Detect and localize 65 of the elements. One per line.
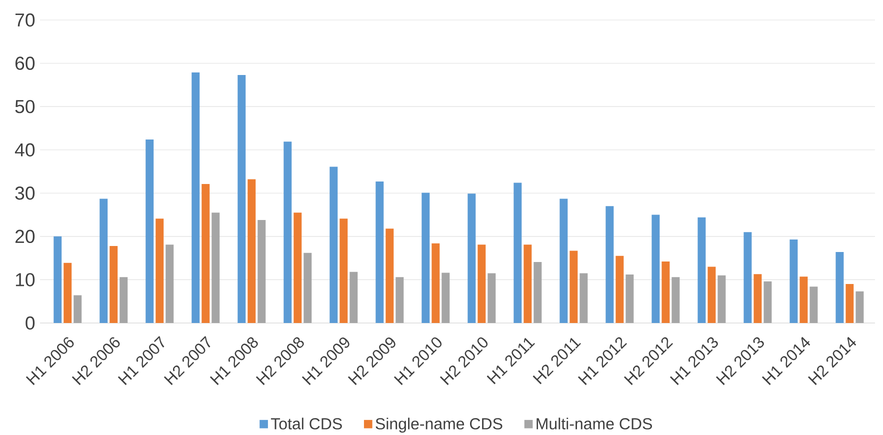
y-tick-label: 0	[26, 316, 35, 330]
bar	[856, 291, 864, 323]
bar	[698, 217, 706, 323]
bar	[120, 277, 128, 323]
bar	[754, 274, 762, 323]
bar	[718, 275, 726, 323]
bar	[580, 273, 588, 323]
y-tick-label: 60	[15, 56, 35, 70]
bar	[340, 218, 348, 323]
bar	[304, 252, 312, 323]
bar	[156, 218, 164, 323]
bar	[376, 181, 384, 323]
y-tick-label: 10	[16, 273, 35, 286]
bar	[110, 246, 118, 323]
bar	[212, 212, 220, 323]
bar	[570, 250, 578, 323]
bar	[672, 277, 680, 323]
legend-label: Multi-name CDS	[536, 418, 652, 430]
bar	[74, 295, 82, 323]
bar	[468, 194, 476, 323]
bar	[350, 272, 358, 323]
bar	[534, 262, 542, 323]
bar	[478, 244, 486, 323]
y-tick-label: 70	[16, 13, 35, 27]
bar	[64, 262, 72, 323]
bar	[330, 166, 338, 323]
bar	[616, 256, 624, 323]
bar	[248, 179, 256, 323]
bar	[560, 198, 568, 323]
bar	[514, 182, 522, 323]
y-tick-label: 30	[15, 186, 35, 200]
y-tick-label: 50	[15, 100, 35, 114]
bar	[488, 273, 496, 323]
bar	[54, 236, 62, 323]
bar	[294, 212, 302, 323]
legend-label: Single-name CDS	[376, 418, 502, 433]
bar	[800, 276, 808, 323]
bar	[258, 220, 266, 323]
bar	[146, 139, 154, 323]
y-tick-label: 40	[14, 143, 35, 156]
bar	[846, 284, 854, 323]
bar	[202, 184, 210, 323]
bar	[442, 272, 450, 323]
bar	[192, 72, 200, 323]
bar	[100, 198, 108, 323]
bar	[790, 239, 798, 323]
bar	[708, 266, 716, 323]
bar	[432, 243, 440, 323]
bar	[764, 281, 772, 323]
bar	[652, 214, 660, 323]
bar	[744, 232, 752, 323]
bar	[606, 206, 614, 323]
bar	[284, 142, 292, 323]
bar	[836, 252, 844, 323]
bar	[626, 274, 634, 323]
bar	[422, 192, 430, 323]
bar	[386, 228, 394, 323]
bar	[662, 262, 670, 323]
legend-label: Total CDS	[270, 418, 342, 430]
bar	[166, 244, 174, 323]
bar	[396, 277, 404, 323]
bar	[524, 244, 532, 323]
bar	[810, 286, 818, 323]
y-tick-label: 20	[15, 230, 35, 244]
bar	[238, 74, 246, 323]
